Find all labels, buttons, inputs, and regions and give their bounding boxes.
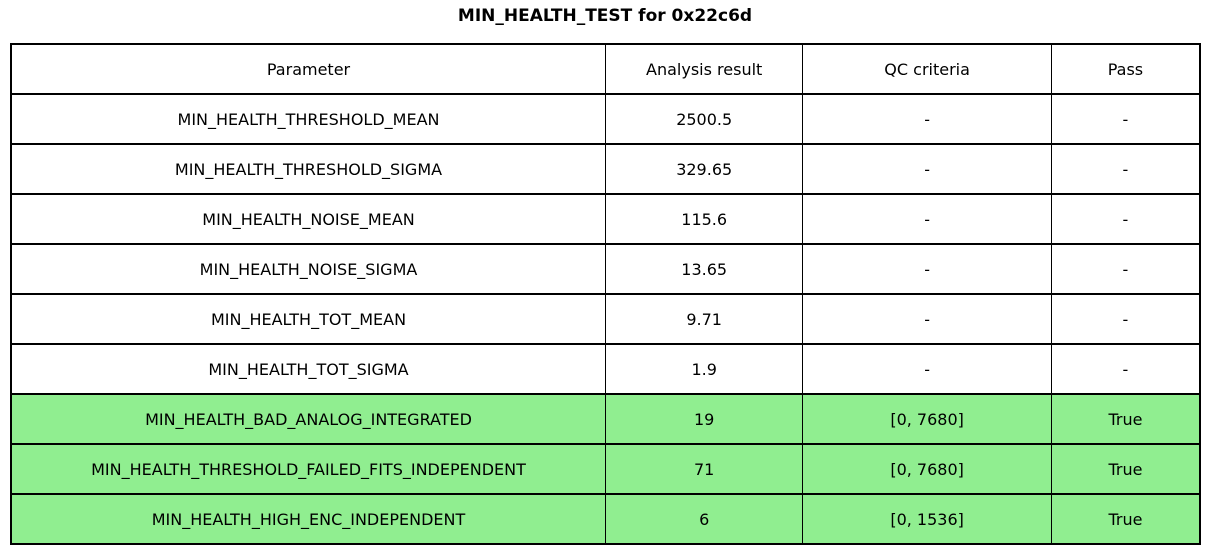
- cell-pass: -: [1050, 93, 1201, 145]
- column-header-pass: Pass: [1050, 43, 1201, 95]
- cell-parameter: MIN_HEALTH_THRESHOLD_SIGMA: [10, 143, 606, 195]
- cell-parameter: MIN_HEALTH_NOISE_SIGMA: [10, 243, 606, 295]
- table-row: MIN_HEALTH_TOT_MEAN 9.71- -: [10, 293, 1201, 345]
- table-row: MIN_HEALTH_BAD_ANALOG_INTEGRATED 19 [0, 76…: [10, 393, 1201, 445]
- table-row: MIN_HEALTH_NOISE_MEAN 115.6- -: [10, 193, 1201, 245]
- table-row: MIN_HEALTH_THRESHOLD_MEAN 2500.5- -: [10, 93, 1201, 145]
- table-row: MIN_HEALTH_THRESHOLD_FAILED_FITS_INDEPEN…: [10, 443, 1201, 495]
- cell-analysis-result: 329.65: [604, 143, 804, 195]
- column-header-analysis-result: Analysis result: [604, 43, 804, 95]
- cell-analysis-result: 115.6: [604, 193, 804, 245]
- table-row: MIN_HEALTH_THRESHOLD_SIGMA 329.65- -: [10, 143, 1201, 195]
- cell-parameter: MIN_HEALTH_HIGH_ENC_INDEPENDENT: [10, 493, 606, 545]
- cell-analysis-result: 1.9: [604, 343, 804, 395]
- cell-pass: True: [1050, 493, 1201, 545]
- cell-pass: -: [1050, 293, 1201, 345]
- cell-analysis-result: 13.65: [604, 243, 804, 295]
- cell-qc-criteria: [0, 1536]: [802, 493, 1052, 545]
- cell-pass: True: [1050, 393, 1201, 445]
- cell-qc-criteria: -: [802, 343, 1052, 395]
- page-title: MIN_HEALTH_TEST for 0x22c6d: [457, 6, 753, 26]
- cell-qc-criteria: -: [802, 93, 1052, 145]
- table-row: MIN_HEALTH_TOT_SIGMA 1.9- -: [10, 343, 1201, 395]
- cell-qc-criteria: -: [802, 293, 1052, 345]
- cell-pass: -: [1050, 193, 1201, 245]
- cell-parameter: MIN_HEALTH_THRESHOLD_FAILED_FITS_INDEPEN…: [10, 443, 606, 495]
- cell-parameter: MIN_HEALTH_TOT_MEAN: [10, 293, 606, 345]
- cell-analysis-result: 2500.5: [604, 93, 804, 145]
- cell-qc-criteria: [0, 7680]: [802, 443, 1052, 495]
- cell-analysis-result: 9.71: [604, 293, 804, 345]
- cell-qc-criteria: [0, 7680]: [802, 393, 1052, 445]
- cell-parameter: MIN_HEALTH_THRESHOLD_MEAN: [10, 93, 606, 145]
- header-row: Parameter Analysis result QC criteria Pass: [10, 43, 1201, 95]
- cell-parameter: MIN_HEALTH_NOISE_MEAN: [10, 193, 606, 245]
- table-row: MIN_HEALTH_HIGH_ENC_INDEPENDENT 6 [0, 1536…: [10, 493, 1201, 545]
- cell-pass: True: [1050, 443, 1201, 495]
- cell-qc-criteria: -: [802, 143, 1052, 195]
- column-header-parameter: Parameter: [10, 43, 606, 95]
- qc-results-table: Parameter Analysis result QC criteria Pass …: [10, 43, 1201, 545]
- cell-analysis-result: 19: [604, 393, 804, 445]
- cell-qc-criteria: -: [802, 193, 1052, 245]
- table-body: MIN_HEALTH_THRESHOLD_MEAN 2500.5- - MIN_HEA…: [10, 93, 1201, 545]
- column-header-qc-criteria: QC criteria: [802, 43, 1052, 95]
- cell-analysis-result: 6: [604, 493, 804, 545]
- cell-parameter: MIN_HEALTH_BAD_ANALOG_INTEGRATED: [10, 393, 606, 445]
- cell-pass: -: [1050, 343, 1201, 395]
- cell-qc-criteria: -: [802, 243, 1052, 295]
- cell-parameter: MIN_HEALTH_TOT_SIGMA: [10, 343, 606, 395]
- cell-pass: -: [1050, 243, 1201, 295]
- table-row: MIN_HEALTH_NOISE_SIGMA 13.65- -: [10, 243, 1201, 295]
- cell-pass: -: [1050, 143, 1201, 195]
- cell-analysis-result: 71: [604, 443, 804, 495]
